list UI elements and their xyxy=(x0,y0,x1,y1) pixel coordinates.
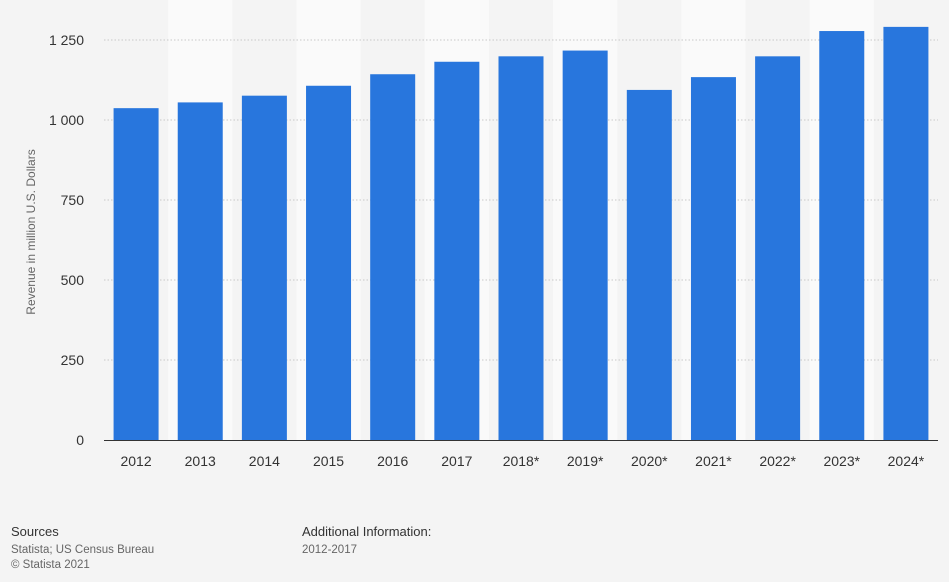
x-tick-label: 2013 xyxy=(185,453,216,469)
x-tick-label: 2018* xyxy=(503,453,540,469)
x-tick-label: 2012 xyxy=(120,453,151,469)
y-tick-label: 1 000 xyxy=(49,112,84,128)
sources-heading: Sources xyxy=(11,524,59,539)
bar xyxy=(755,56,801,440)
bar xyxy=(434,61,480,440)
copyright-line: © Statista 2021 xyxy=(11,559,90,571)
x-tick-labels: 2012 2013 2014 2015 2016 2017 2018* 2019* 2020* 2… xyxy=(120,453,924,469)
y-tick-label: 1 250 xyxy=(49,32,84,48)
y-axis-title: Revenue in million U.S. Dollars xyxy=(24,149,38,314)
additional-info-text: 2012-2017 xyxy=(302,544,357,556)
x-tick-label: 2019* xyxy=(567,453,604,469)
x-tick-label: 2017 xyxy=(441,453,472,469)
bar xyxy=(306,85,352,440)
x-tick-label: 2016 xyxy=(377,453,408,469)
x-tick-label: 2020* xyxy=(631,453,668,469)
y-tick-label: 500 xyxy=(61,272,85,288)
additional-info-heading: Additional Information: xyxy=(302,524,432,539)
bar xyxy=(113,108,159,440)
y-tick-label: 0 xyxy=(76,432,84,448)
x-tick-label: 2024* xyxy=(888,453,925,469)
bar xyxy=(498,56,544,440)
x-tick-label: 2014 xyxy=(249,453,280,469)
x-tick-label: 2022* xyxy=(759,453,796,469)
sources-text: Statista; US Census Bureau © Statista 20… xyxy=(11,543,154,573)
bar xyxy=(370,74,416,441)
bar xyxy=(626,89,672,441)
bar xyxy=(690,77,736,441)
x-tick-label: 2021* xyxy=(695,453,732,469)
x-tick-label: 2023* xyxy=(823,453,860,469)
y-tick-label: 750 xyxy=(61,192,85,208)
y-tick-labels: 0 250 500 750 1 000 1 250 xyxy=(49,32,84,448)
bar xyxy=(819,31,865,440)
y-tick-label: 250 xyxy=(61,352,85,368)
bar xyxy=(562,50,608,441)
bar xyxy=(241,95,287,441)
sources-block: Sources Statista; US Census Bureau © Sta… xyxy=(11,524,154,573)
x-tick-label: 2015 xyxy=(313,453,344,469)
bar xyxy=(883,26,929,440)
bars xyxy=(113,26,929,441)
additional-info-block: Additional Information: 2012-2017 xyxy=(302,524,431,558)
bar xyxy=(177,102,223,441)
sources-line: Statista; US Census Bureau xyxy=(11,544,155,556)
